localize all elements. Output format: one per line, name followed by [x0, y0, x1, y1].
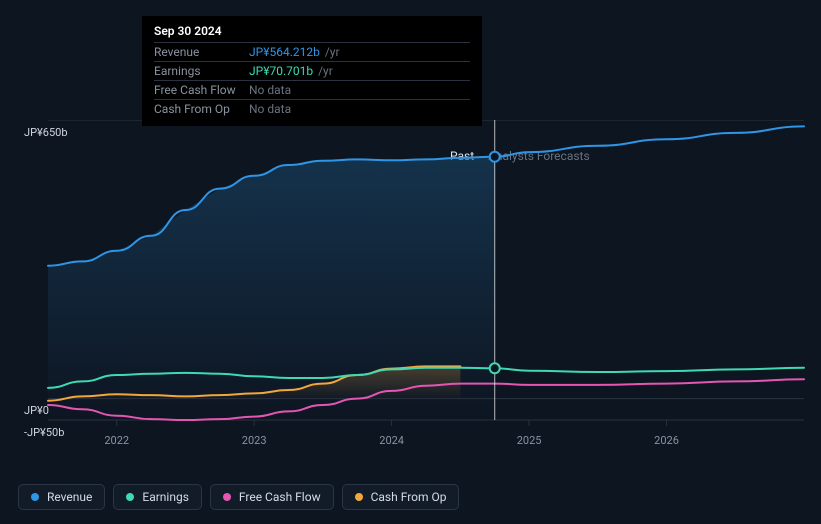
- tooltip-row-value: JP¥70.701b /yr: [249, 64, 333, 78]
- tooltip-row-value: JP¥564.212b /yr: [249, 45, 340, 59]
- legend-label: Revenue: [47, 490, 92, 504]
- tooltip-row-unit: /yr: [322, 45, 340, 59]
- x-tick-label: 2025: [517, 434, 542, 447]
- x-tick-label: 2026: [654, 434, 679, 447]
- tooltip-row-label: Cash From Op: [154, 102, 249, 116]
- tooltip-row: RevenueJP¥564.212b /yr: [154, 42, 470, 61]
- legend-dot-icon: [31, 493, 39, 501]
- chart-area[interactable]: [18, 120, 808, 460]
- tooltip-date: Sep 30 2024: [154, 24, 470, 38]
- legend: Revenue Earnings Free Cash Flow Cash From O…: [18, 484, 459, 510]
- legend-item-earnings[interactable]: Earnings: [113, 484, 202, 510]
- tooltip-row-value: No data: [249, 102, 293, 116]
- tooltip: Sep 30 2024 RevenueJP¥564.212b /yrEarnin…: [142, 16, 482, 126]
- tooltip-row-label: Free Cash Flow: [154, 83, 249, 97]
- legend-item-fcf[interactable]: Free Cash Flow: [210, 484, 334, 510]
- tooltip-row: EarningsJP¥70.701b /yr: [154, 61, 470, 80]
- tooltip-row-label: Earnings: [154, 64, 249, 78]
- legend-item-cashop[interactable]: Cash From Op: [342, 484, 460, 510]
- legend-dot-icon: [355, 493, 363, 501]
- legend-item-revenue[interactable]: Revenue: [18, 484, 105, 510]
- tooltip-row: Free Cash FlowNo data: [154, 80, 470, 99]
- legend-dot-icon: [223, 493, 231, 501]
- tooltip-row-value: No data: [249, 83, 293, 97]
- x-tick-label: 2023: [242, 434, 267, 447]
- tooltip-row: Cash From OpNo data: [154, 99, 470, 118]
- tooltip-row-unit: /yr: [315, 64, 333, 78]
- legend-label: Free Cash Flow: [239, 490, 321, 504]
- legend-label: Earnings: [142, 490, 189, 504]
- tooltip-row-label: Revenue: [154, 45, 249, 59]
- x-tick-label: 2022: [104, 434, 129, 447]
- legend-dot-icon: [126, 493, 134, 501]
- x-tick-label: 2024: [379, 434, 404, 447]
- legend-label: Cash From Op: [371, 490, 447, 504]
